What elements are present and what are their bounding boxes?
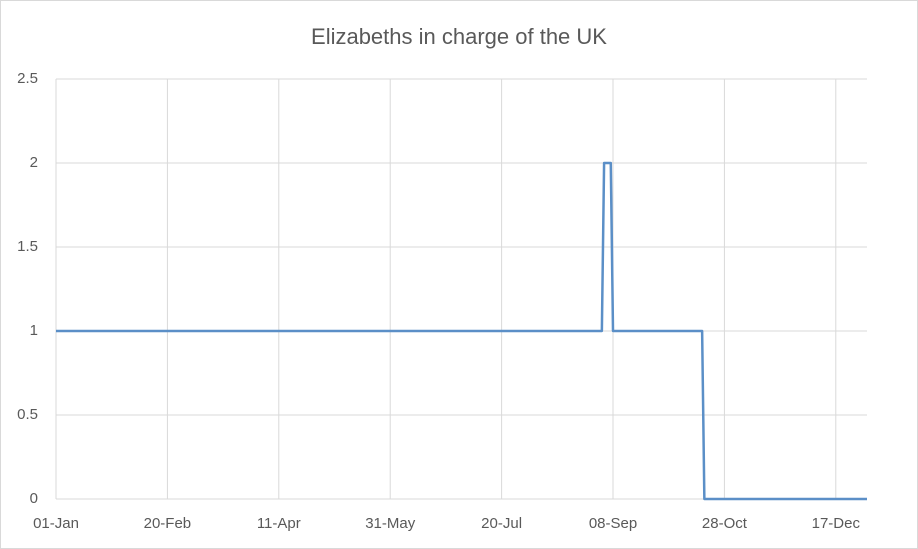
y-tick-label: 1.5 — [17, 238, 38, 255]
y-tick-label: 2 — [30, 154, 38, 171]
x-tick-label: 01-Jan — [33, 515, 79, 532]
y-tick-label: 1 — [30, 322, 38, 339]
x-tick-label: 17-Dec — [812, 515, 861, 532]
x-tick-label: 31-May — [365, 515, 416, 532]
x-tick-label: 28-Oct — [702, 515, 748, 532]
chart-title: Elizabeths in charge of the UK — [311, 24, 607, 49]
y-tick-label: 2.5 — [17, 70, 38, 87]
y-tick-label: 0.5 — [17, 406, 38, 423]
x-tick-label: 20-Feb — [144, 515, 192, 532]
x-tick-label: 08-Sep — [589, 515, 637, 532]
y-tick-label: 0 — [30, 490, 38, 507]
line — [56, 161, 867, 501]
x-tick-label: 11-Apr — [257, 515, 301, 532]
x-tick-label: 20-Jul — [481, 515, 522, 532]
